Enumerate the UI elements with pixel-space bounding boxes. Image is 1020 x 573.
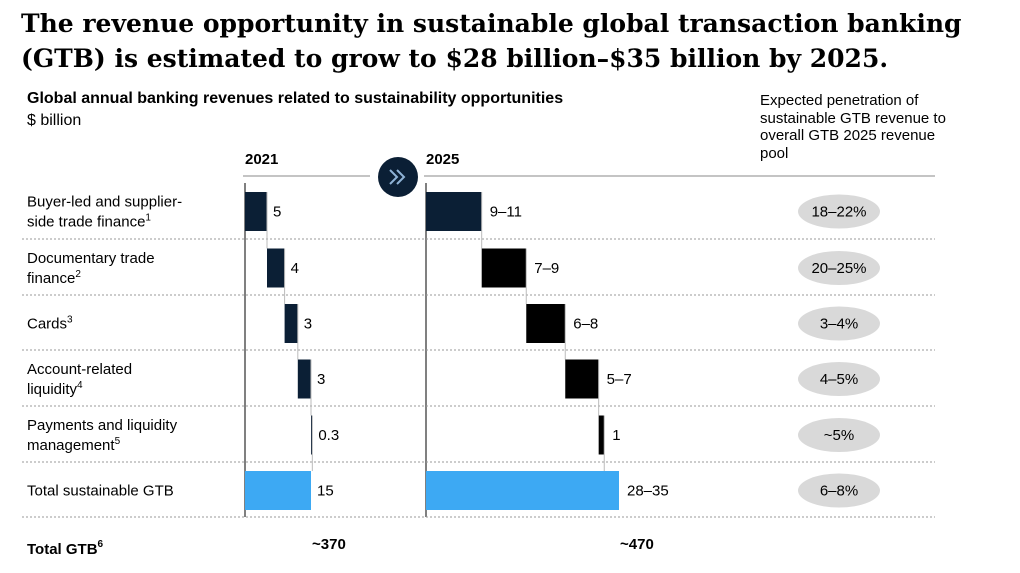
bar-2025 (526, 304, 566, 343)
chart-unit: $ billion (27, 112, 82, 129)
category-label: Account-related liquidity4 (27, 361, 132, 398)
value-label-2021: 5 (273, 203, 281, 220)
penetration-pill (798, 194, 880, 229)
value-label-2025: 6–8 (573, 315, 598, 332)
total-gtb-label: Total GTB6 (27, 539, 104, 558)
value-label-2025: 7–9 (534, 260, 559, 277)
penetration-value: 3–4% (820, 315, 858, 332)
value-label-2025: 9–11 (490, 203, 522, 220)
total-gtb-2025: ~470 (620, 536, 654, 553)
bar-2021 (311, 415, 313, 455)
penetration-pill (798, 418, 880, 452)
bar-2021 (297, 359, 311, 399)
value-label-2025: 5–7 (607, 371, 632, 388)
value-label-2021: 3 (304, 315, 312, 332)
arrow-chevrons (389, 169, 406, 185)
total-gtb-2021: ~370 (312, 536, 346, 553)
value-label-2021: 0.3 (318, 427, 339, 444)
double-chevron-right-icon (378, 157, 418, 197)
bar-2025 (426, 192, 482, 231)
category-label: Buyer-led and supplier-side trade financ… (27, 194, 182, 231)
total-row-label: Total sustainable GTB (27, 482, 174, 499)
bar-2025 (565, 359, 599, 399)
penetration-value: 20–25% (811, 260, 866, 277)
bar-2021 (284, 304, 298, 343)
total-value-label-2025: 28–35 (627, 482, 669, 499)
bar-2021 (245, 192, 267, 231)
total-bar-2021 (245, 471, 311, 510)
headline: The revenue opportunity in sustainable g… (21, 9, 962, 73)
category-label: Cards3 (27, 315, 73, 333)
bar-2021 (267, 248, 285, 288)
bar-2025 (598, 415, 605, 455)
category-label: Documentary trade finance2 (27, 250, 155, 287)
bar-2025 (481, 248, 527, 288)
penetration-header: Expected penetration of sustainable GTB … (760, 92, 946, 162)
penetration-value: 4–5% (820, 371, 858, 388)
chart-title: Global annual banking revenues related t… (27, 90, 564, 107)
year-label-2021: 2021 (245, 151, 278, 168)
value-label-2025: 1 (612, 427, 620, 444)
penetration-pill (798, 251, 880, 285)
total-value-label-2021: 15 (317, 482, 334, 499)
value-label-2021: 4 (291, 260, 299, 277)
penetration-pill (798, 306, 880, 341)
penetration-pill (798, 473, 880, 508)
total-bar-2025 (426, 471, 619, 510)
penetration-value: ~5% (824, 427, 854, 444)
year-label-2025: 2025 (426, 151, 459, 168)
penetration-value: 18–22% (811, 203, 866, 220)
penetration-pill (798, 362, 880, 396)
penetration-value: 6–8% (820, 482, 858, 499)
value-label-2021: 3 (317, 371, 325, 388)
category-label: Payments and liquidity management5 (27, 417, 178, 454)
